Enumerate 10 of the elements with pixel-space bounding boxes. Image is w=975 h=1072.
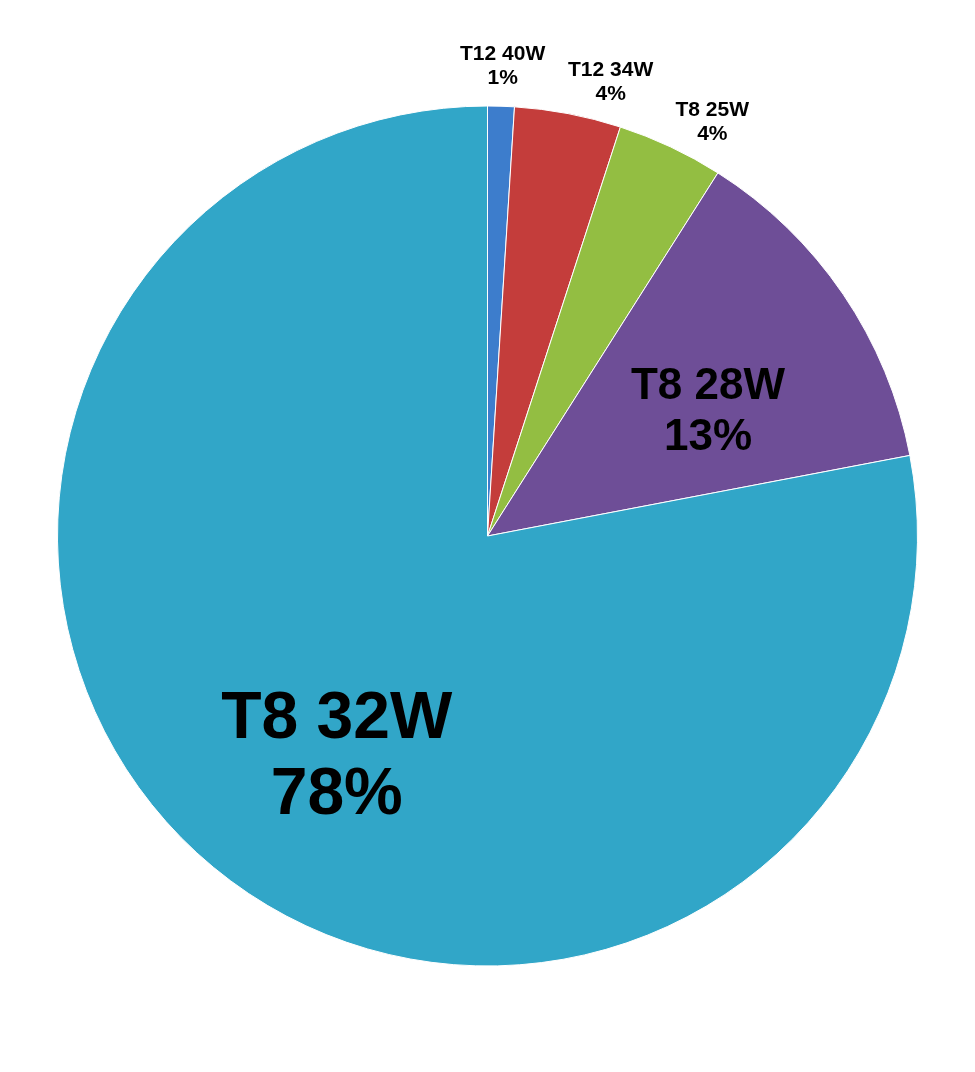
data-label: 78%: [270, 754, 403, 829]
slice-label: T8 25W: [675, 96, 750, 120]
slice-label: T12 34W: [568, 56, 654, 80]
slice-label: T12 40W: [460, 41, 546, 65]
slice-label: T8 32W: [221, 678, 453, 753]
slice-label: T8 28W: [630, 359, 786, 409]
data-label: 4%: [595, 80, 627, 104]
data-label: 1%: [487, 65, 519, 89]
data-label: 4%: [697, 120, 728, 144]
data-label: 13%: [663, 410, 753, 460]
